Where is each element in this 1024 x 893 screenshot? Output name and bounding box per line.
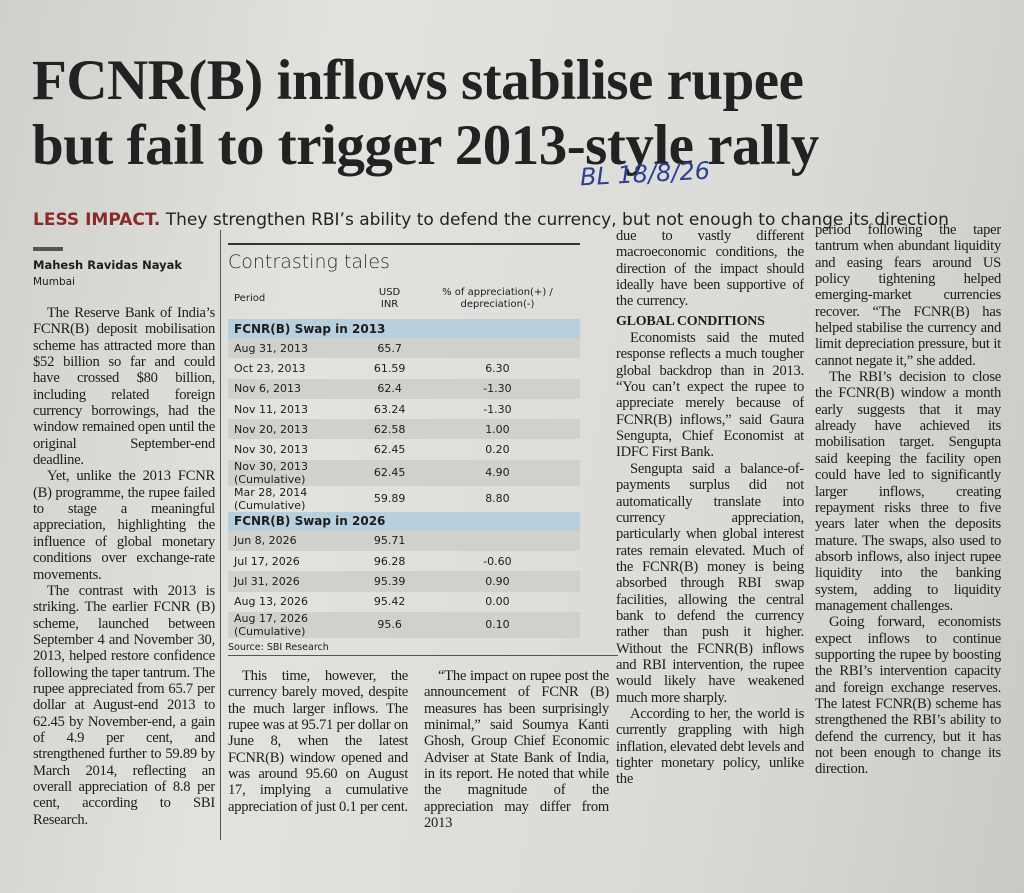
table-cell: Jun 8, 2026 <box>228 530 365 552</box>
paragraph: due to vastly different macroeconomic co… <box>616 228 804 310</box>
column-header: Period <box>234 293 266 304</box>
paragraph: The Reserve Bank of India’s FCNR(B) depo… <box>33 305 215 469</box>
table-cell: 4.90 <box>414 459 580 486</box>
table-cell: Jul 31, 2026 <box>228 571 365 592</box>
table-cell: 62.4 <box>364 378 415 399</box>
data-table: Period USD INR % of appreciation(+) / depr… <box>228 279 580 638</box>
table-cell: 0.90 <box>414 571 580 592</box>
table-cell: Nov 30, 2013 <box>234 443 308 457</box>
section-label: FCNR(B) Swap in 2013 <box>228 319 580 338</box>
column: “The impact on rupee post the announceme… <box>424 668 609 843</box>
paragraph: period following the taper tantrum when … <box>815 222 1001 369</box>
table-cell: Aug 13, 2026 <box>234 595 308 609</box>
table-cell: 8.80 <box>485 492 510 506</box>
column: due to vastly different macroeconomic co… <box>616 228 804 843</box>
table-cell: 62.45 <box>364 459 415 486</box>
handwritten-note: BL 18/8/26 <box>579 156 711 192</box>
column-header: USD INR <box>378 287 401 310</box>
table-cell: Nov 30, 2013 (Cumulative) <box>228 459 365 486</box>
table-cell: -0.60 <box>483 554 512 568</box>
table-row: Aug 13, 2026 95.42 0.00 <box>228 592 580 612</box>
table-cell: 62.45 <box>373 443 406 457</box>
paragraph: Economists said the muted response refle… <box>616 330 804 461</box>
column: This time, however, the currency barely … <box>228 668 408 843</box>
table-cell: Oct 23, 2013 <box>234 361 306 375</box>
table-cell: 65.7 <box>364 338 415 359</box>
paragraph: According to her, the world is currently… <box>616 705 804 788</box>
table-cell: 1.00 <box>414 419 580 440</box>
table-row: Jun 8, 2026 95.71 <box>228 530 580 552</box>
table-title: Contrasting tales <box>228 243 580 279</box>
table-cell: Jul 17, 2026 <box>234 554 300 568</box>
table-cell: 6.30 <box>485 361 510 375</box>
table-cell: Aug 31, 2013 <box>228 338 365 359</box>
source: Source: SBI Research <box>228 641 329 653</box>
table-cell: Aug 17, 2026 (Cumulative) <box>228 611 365 638</box>
section-row: FCNR(B) Swap in 2026 <box>228 511 580 531</box>
table-row: Nov 11, 2013 63.24 -1.30 <box>228 399 580 419</box>
paragraph: The RBI’s decision to close the FCNR(B) … <box>815 369 1001 614</box>
table-cell: 0.00 <box>485 595 510 609</box>
table-cell: 95.42 <box>373 595 406 609</box>
location: Mumbai <box>33 276 75 288</box>
paragraph: Sengupta said a balance-of-payments surp… <box>616 460 804 706</box>
paragraph: Yet, unlike the 2013 FCNR (B) programme,… <box>33 468 215 583</box>
table-row: Nov 30, 2013 62.45 0.20 <box>228 439 580 459</box>
author: Mahesh Ravidas Nayak <box>33 258 183 272</box>
table-cell: Mar 28, 2014 (Cumulative) <box>234 485 308 512</box>
byline-bar <box>33 247 63 251</box>
column: period following the taper tantrum when … <box>815 222 1001 843</box>
paragraph: This time, however, the currency barely … <box>228 668 408 815</box>
table-row: Mar 28, 2014 (Cumulative) 59.89 8.80 <box>228 486 580 512</box>
column-rule <box>220 230 221 840</box>
section-row: FCNR(B) Swap in 2013 <box>228 319 580 338</box>
headline: but fail to trigger 2013-style rally <box>32 114 819 177</box>
table-row: Oct 23, 2013 61.59 6.30 <box>228 358 580 378</box>
table-row: Nov 6, 2013 62.4 -1.30 <box>228 378 580 399</box>
table-cell: 62.58 <box>364 419 415 440</box>
subhead: GLOBAL CONDITIONS <box>616 313 765 329</box>
table-cell: 0.20 <box>485 443 510 457</box>
table: Contrasting tales Period USD INR % of appr… <box>228 243 580 653</box>
table-cell: 95.39 <box>364 571 415 592</box>
headline: FCNR(B) inflows stabilise rupee <box>32 49 804 112</box>
table-cell: Nov 6, 2013 <box>228 378 365 399</box>
table-cell <box>414 530 580 552</box>
table-cell: Nov 20, 2013 <box>228 419 365 440</box>
table-row: Nov 20, 2013 62.58 1.00 <box>228 419 580 440</box>
table-cell: 59.89 <box>373 492 406 506</box>
table-cell: 0.10 <box>414 611 580 638</box>
column-rule <box>228 655 618 656</box>
column-header: % of appreciation(+) / depreciation(-) <box>442 287 553 310</box>
table-row: Aug 17, 2026 (Cumulative) 95.6 0.10 <box>228 611 580 638</box>
kicker: LESS IMPACT. <box>33 210 161 230</box>
table-cell: Nov 11, 2013 <box>234 402 308 416</box>
table-row: Nov 30, 2013 (Cumulative) 62.45 4.90 <box>228 459 580 486</box>
table-row: Aug 31, 2013 65.7 <box>228 338 580 359</box>
paragraph: “The impact on rupee post the announceme… <box>424 668 609 832</box>
paragraph: Going forward, economists expect inflows… <box>815 614 1001 778</box>
column: The Reserve Bank of India’s FCNR(B) depo… <box>33 305 215 845</box>
table-cell <box>414 338 580 359</box>
dek: LESS IMPACT. They strengthen RBI’s abili… <box>33 210 949 230</box>
table-cell: -1.30 <box>414 378 580 399</box>
dek-text: They strengthen RBI’s ability to defend … <box>165 210 949 230</box>
table-row: Jul 31, 2026 95.39 0.90 <box>228 571 580 592</box>
paragraph: The contrast with 2013 is striking. The … <box>33 582 215 828</box>
table-cell: 95.6 <box>364 611 415 638</box>
table-cell: 63.24 <box>373 402 406 416</box>
table-cell: 61.59 <box>373 361 406 375</box>
table-cell: -1.30 <box>483 402 512 416</box>
header-row: Period USD INR % of appreciation(+) / depr… <box>228 279 580 319</box>
table-cell: 96.28 <box>373 554 406 568</box>
table-cell: 95.71 <box>364 530 415 552</box>
table-row: Jul 17, 2026 96.28 -0.60 <box>228 551 580 571</box>
section-label: FCNR(B) Swap in 2026 <box>228 511 580 531</box>
